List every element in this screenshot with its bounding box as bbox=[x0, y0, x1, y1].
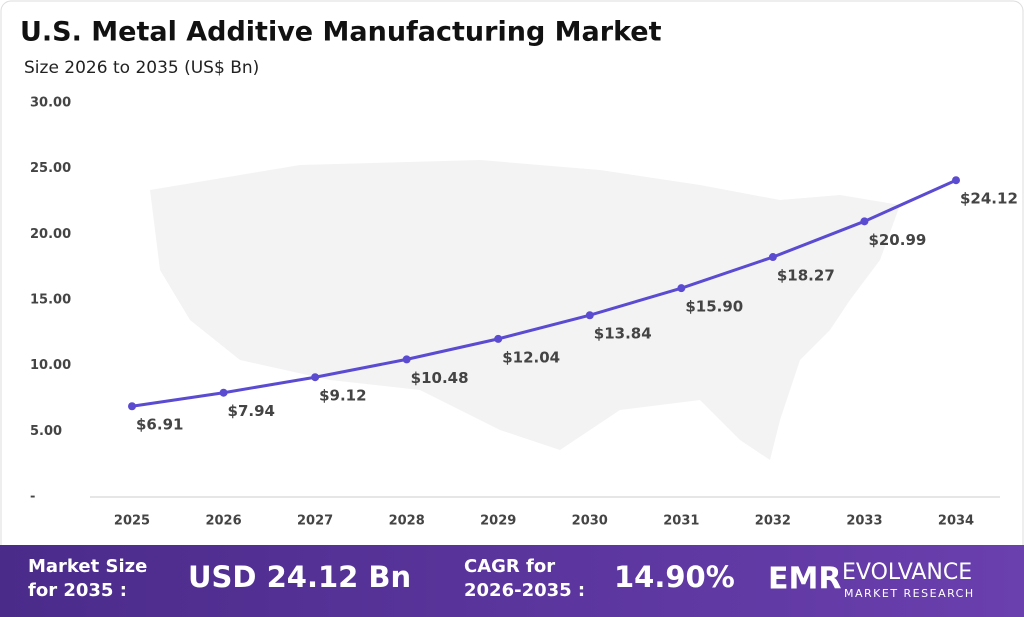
value-label: $6.91 bbox=[136, 416, 183, 434]
y-tick-label: 15.00 bbox=[30, 293, 71, 308]
cagr-label: 2026-2035 : bbox=[464, 580, 585, 601]
x-tick-label: 2030 bbox=[572, 514, 608, 529]
value-label: $24.12 bbox=[960, 190, 1018, 208]
value-label: $20.99 bbox=[868, 231, 926, 249]
data-point bbox=[585, 311, 594, 320]
cagr-label: CAGR for bbox=[464, 556, 555, 577]
y-tick-label: 10.00 bbox=[30, 358, 71, 373]
x-tick-label: 2032 bbox=[755, 514, 791, 529]
x-tick-label: 2026 bbox=[205, 514, 241, 529]
y-tick-label: 30.00 bbox=[30, 96, 71, 111]
logo-tagline: MARKET RESEARCH bbox=[844, 587, 975, 600]
y-tick-label: 20.00 bbox=[30, 227, 71, 242]
value-label: $15.90 bbox=[685, 298, 743, 316]
data-point bbox=[128, 402, 136, 411]
logo-mark: EMR bbox=[768, 562, 841, 597]
data-point bbox=[768, 253, 777, 262]
x-tick-label: 2028 bbox=[389, 514, 425, 529]
x-tick-label: 2033 bbox=[846, 514, 882, 529]
value-label: $10.48 bbox=[411, 369, 469, 387]
logo-name: EVOLVANCE bbox=[842, 560, 972, 585]
x-tick-label: 2031 bbox=[663, 514, 699, 529]
value-label: $7.94 bbox=[228, 402, 275, 420]
y-tick-label: - bbox=[30, 490, 35, 505]
data-point bbox=[494, 334, 503, 343]
data-line bbox=[131, 178, 957, 408]
market-size-label: for 2035 : bbox=[28, 580, 127, 601]
market-size-label: Market Size bbox=[28, 556, 147, 577]
x-tick-label: 2029 bbox=[480, 514, 516, 529]
map-background bbox=[150, 160, 900, 460]
data-point bbox=[860, 217, 869, 226]
value-label: $18.27 bbox=[777, 267, 835, 285]
data-point bbox=[952, 176, 960, 185]
cagr-value: 14.90% bbox=[614, 560, 735, 594]
market-size-value: USD 24.12 Bn bbox=[188, 560, 411, 594]
chart-title: U.S. Metal Additive Manufacturing Market bbox=[20, 17, 662, 48]
footer-band bbox=[0, 545, 1024, 617]
x-tick-label: 2027 bbox=[297, 514, 333, 529]
x-tick-label: 2025 bbox=[114, 514, 150, 529]
y-tick-label: 5.00 bbox=[30, 424, 62, 439]
value-label: $12.04 bbox=[502, 348, 560, 366]
y-tick-label: 25.00 bbox=[30, 161, 71, 176]
data-point bbox=[219, 388, 228, 397]
x-tick-label: 2034 bbox=[938, 514, 974, 529]
value-label: $13.84 bbox=[594, 325, 652, 343]
data-point bbox=[402, 355, 411, 364]
chart-subtitle: Size 2026 to 2035 (US$ Bn) bbox=[24, 58, 259, 78]
data-point bbox=[311, 373, 320, 382]
value-label: $9.12 bbox=[319, 387, 366, 405]
data-point bbox=[677, 284, 686, 293]
